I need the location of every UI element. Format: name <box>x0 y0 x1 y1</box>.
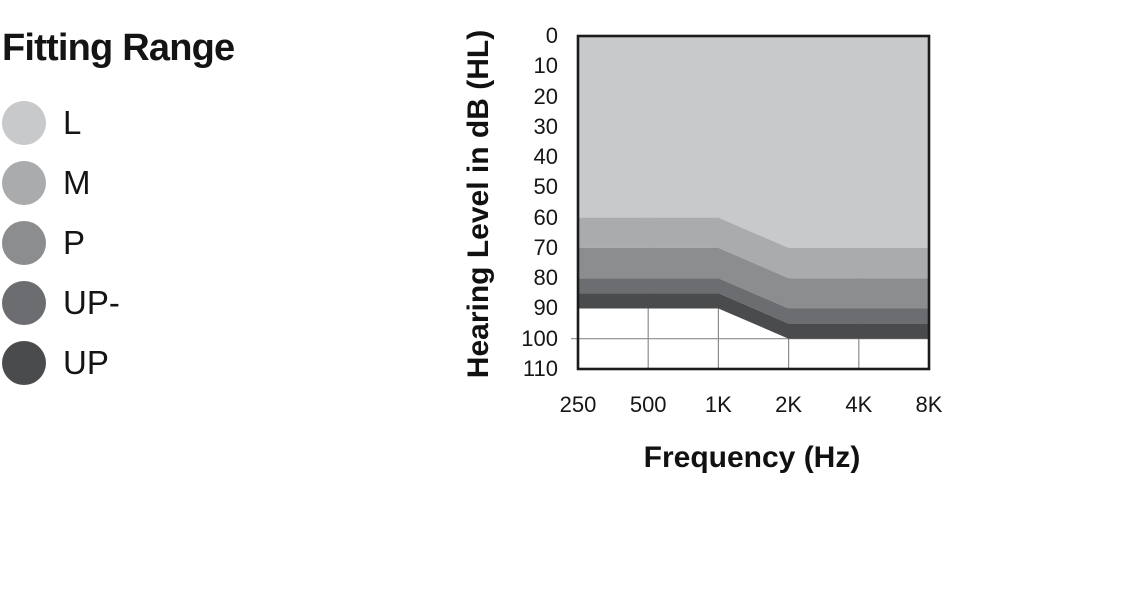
plot-frame <box>576 34 931 371</box>
x-tick-label: 250 <box>559 392 597 417</box>
legend-item: P <box>2 221 85 265</box>
legend-item-label: P <box>63 224 86 261</box>
plot-area <box>571 34 931 371</box>
y-tick-label: 20 <box>533 83 558 109</box>
fitting-range-area-up <box>578 293 929 339</box>
x-tick-label: 1K <box>704 392 732 417</box>
legend-item: L <box>2 101 81 145</box>
x-tick-label: 4K <box>845 392 873 417</box>
y-tick-label: 70 <box>533 234 558 260</box>
fitting-range-area-up <box>578 278 929 324</box>
y-tick-label: 100 <box>521 325 558 351</box>
legend-item: M <box>2 161 91 205</box>
legend-color-circle-icon <box>2 341 46 385</box>
fitting-range-area-l <box>578 36 929 248</box>
legend-item-label: M <box>63 164 91 201</box>
x-tick-label: 2K <box>775 392 803 417</box>
y-tick-label: 80 <box>533 265 558 291</box>
legend-color-circle-icon <box>2 221 46 265</box>
legend-item: UP <box>2 341 109 385</box>
y-tick-label: 90 <box>533 295 558 321</box>
y-tick-label: 110 <box>522 356 558 381</box>
legend-color-circle-icon <box>2 161 46 205</box>
legend-title: Fitting Range <box>2 27 235 69</box>
x-axis-title: Frequency (Hz) <box>643 441 861 474</box>
legend-color-circle-icon <box>2 281 46 325</box>
legend-item-label: UP- <box>63 284 120 321</box>
x-tick-label: 500 <box>629 392 667 417</box>
y-tick-label: 60 <box>533 204 558 230</box>
x-tick-label: 8K <box>915 392 943 417</box>
legend-item-label: UP <box>63 344 109 381</box>
legend-item-label: L <box>63 104 82 141</box>
legend-color-circle-icon <box>2 101 46 145</box>
legend-item: UP- <box>2 281 120 325</box>
y-tick-label: 40 <box>533 144 558 170</box>
y-tick-label: 30 <box>533 113 558 139</box>
y-tick-label: 10 <box>533 53 558 79</box>
y-tick-label: 0 <box>545 23 558 48</box>
fitting-range-area-m <box>578 217 929 279</box>
y-tick-label: 50 <box>533 174 558 200</box>
fitting-range-area-p <box>578 247 929 309</box>
